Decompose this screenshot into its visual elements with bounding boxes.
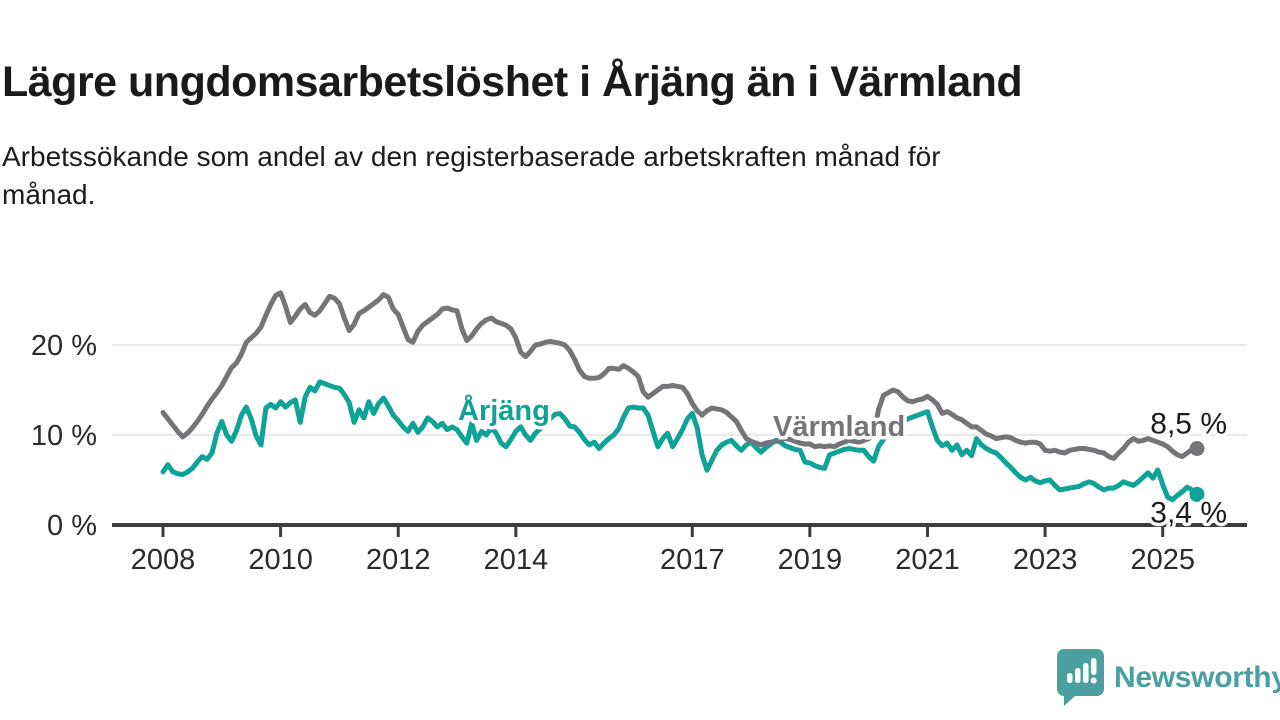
svg-text:2021: 2021: [895, 544, 960, 576]
svg-text:0 %: 0 %: [47, 510, 97, 542]
svg-text:2008: 2008: [131, 544, 196, 576]
brand-name: Newsworthy: [1114, 661, 1280, 694]
grid-layer: [112, 344, 1247, 436]
svg-text:20 %: 20 %: [31, 330, 97, 362]
unemployment-line-chart-svg: 0 % 10 % 20 % 2008 2010 2012 2014 2017 2019 2021…: [31, 290, 1247, 576]
page-subtitle: Arbetssökande som andel av den registerb…: [2, 138, 941, 214]
series-labels: Årjäng 3,4 % Värmland 8,5 %: [455, 391, 1231, 533]
bar-1: [1067, 673, 1073, 683]
svg-text:2014: 2014: [484, 544, 549, 576]
subtitle-line-2: månad.: [2, 179, 96, 211]
svg-text:2010: 2010: [248, 544, 313, 576]
line-chart: 0 % 10 % 20 % 2008 2010 2012 2014 2017 2019 2021…: [0, 250, 1280, 595]
svg-text:10 %: 10 %: [31, 420, 97, 452]
bar-2: [1075, 668, 1081, 683]
svg-text:2017: 2017: [660, 544, 725, 576]
x-axis: [112, 523, 1247, 537]
x-axis-labels: 2008 2010 2012 2014 2017 2019 2021 2023 2025: [131, 544, 1195, 576]
svg-text:Årjäng: Årjäng: [458, 394, 550, 427]
svg-text:8,5 %: 8,5 %: [1150, 408, 1227, 441]
brand-footer: Newsworthy: [1056, 648, 1280, 708]
y-axis-labels: 0 % 10 % 20 %: [31, 330, 97, 542]
newsworthy-logo-icon: [1057, 649, 1104, 706]
svg-text:2019: 2019: [778, 544, 843, 576]
series-lines: [160, 290, 1200, 503]
exclamation-dot: [1090, 677, 1097, 684]
series-end-dots: [1189, 441, 1205, 502]
subtitle-line-1: Arbetssökande som andel av den registerb…: [2, 141, 941, 172]
svg-text:2012: 2012: [366, 544, 431, 576]
page-title: Lägre ungdomsarbetslöshet i Årjäng än i …: [2, 57, 1023, 106]
svg-text:2025: 2025: [1130, 544, 1195, 576]
svg-text:2023: 2023: [1013, 544, 1078, 576]
svg-text:3,4 %: 3,4 %: [1150, 496, 1227, 529]
bar-3: [1083, 663, 1089, 683]
svg-text:Värmland: Värmland: [773, 411, 905, 443]
exclamation-bar: [1091, 658, 1097, 675]
